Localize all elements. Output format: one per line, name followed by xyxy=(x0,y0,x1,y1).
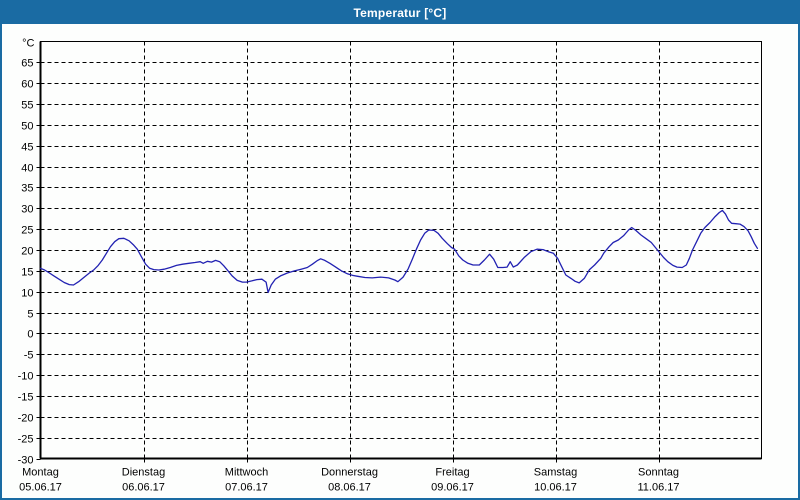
x-date-label: 09.06.17 xyxy=(431,482,474,494)
y-tick-label: 5 xyxy=(27,309,33,321)
y-tick-label: -10 xyxy=(18,371,34,383)
x-day-label: Dienstag xyxy=(122,467,165,479)
y-tick-label: 65 xyxy=(21,58,33,70)
y-axis-unit-label: °C xyxy=(22,38,34,50)
x-day-label: Mittwoch xyxy=(225,467,268,479)
y-tick-label: 50 xyxy=(21,121,33,133)
x-date-label: 08.06.17 xyxy=(328,482,371,494)
x-date-label: 10.06.17 xyxy=(534,482,577,494)
y-tick-label: -20 xyxy=(18,413,34,425)
y-tick-label: 10 xyxy=(21,288,33,300)
y-tick-label: 0 xyxy=(27,329,33,341)
chart-area: 65 60 55 50 45 40 35 30 25 20 15 10 5 0 -5 -10 -15 -20 -25… xyxy=(2,24,798,498)
x-date-label: 06.06.17 xyxy=(122,482,165,494)
window-title-bar[interactable]: Temperatur [°C] xyxy=(2,2,798,24)
y-tick-label: 15 xyxy=(21,267,33,279)
y-tick-label: 60 xyxy=(21,79,33,91)
y-tick-label: 25 xyxy=(21,225,33,237)
y-tick-label: 20 xyxy=(21,246,33,258)
x-date-label: 05.06.17 xyxy=(19,482,62,494)
y-tick-label: -25 xyxy=(18,434,34,446)
y-tick-label: 40 xyxy=(21,163,33,175)
x-day-label: Donnerstag xyxy=(321,467,378,479)
x-day-label: Samstag xyxy=(534,467,577,479)
temperature-line xyxy=(39,209,759,294)
window-title: Temperatur [°C] xyxy=(353,6,447,20)
y-tick-label: -30 xyxy=(18,455,34,467)
x-date-label: 07.06.17 xyxy=(225,482,268,494)
x-day-label: Montag xyxy=(22,467,59,479)
x-date-label: 11.06.17 xyxy=(637,482,679,494)
y-tick-label: -5 xyxy=(24,350,34,362)
y-tick-label: -15 xyxy=(18,392,34,404)
y-tick-label: 55 xyxy=(21,100,33,112)
x-day-label: Freitag xyxy=(435,467,469,479)
temperature-line-chart: 65605550454035302520151050-5-10-15-20-25… xyxy=(18,38,762,494)
y-tick-label: 35 xyxy=(21,183,33,195)
y-tick-label: 45 xyxy=(21,142,33,154)
y-tick-label: 30 xyxy=(21,204,33,216)
x-day-label: Sonntag xyxy=(638,467,679,479)
